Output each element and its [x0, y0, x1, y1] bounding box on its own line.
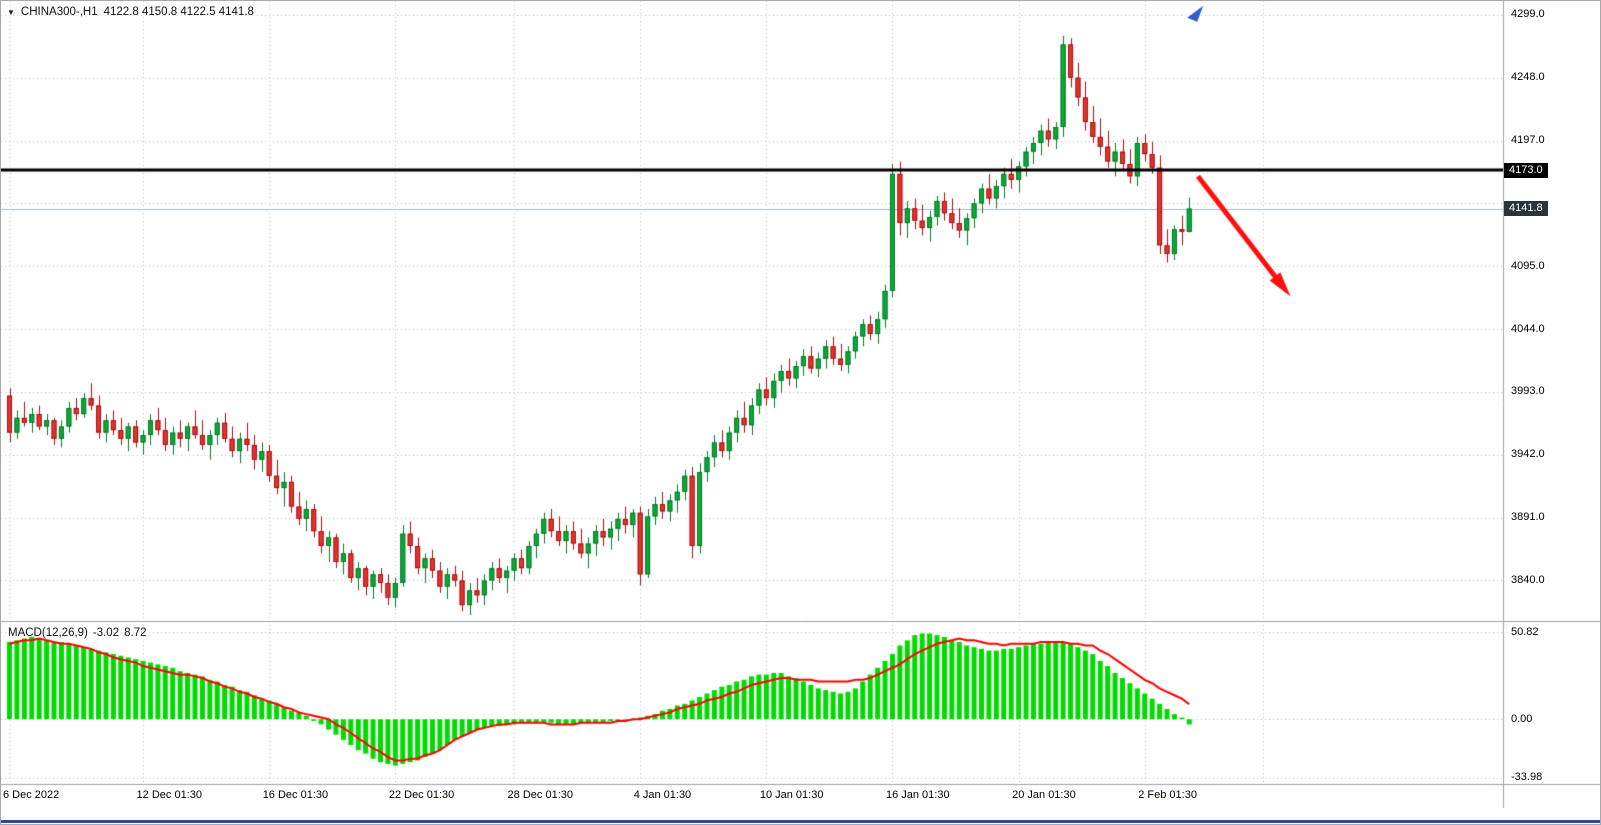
- time-axis-label: 16 Jan 01:30: [885, 789, 950, 801]
- price-axis-label: 3891.0: [1511, 511, 1545, 524]
- level-price-badge: 4173.0: [1504, 162, 1548, 178]
- time-axis-label: 4 Jan 01:30: [633, 789, 692, 801]
- price-axis-label: 3993.0: [1511, 385, 1545, 398]
- current-price-badge: 4141.8: [1504, 201, 1548, 217]
- symbol-timeframe-label: CHINA300-,H1: [20, 6, 98, 18]
- time-axis-label: 16 Dec 01:30: [262, 789, 329, 801]
- ohlc-readout: 4122.8 4150.8 4122.5 4141.8: [103, 6, 254, 18]
- window-bottom-border: [1, 820, 1600, 823]
- price-axis-label: 3840.0: [1511, 573, 1545, 586]
- price-axis-label: 4197.0: [1511, 134, 1545, 147]
- time-axis-label: 2 Feb 01:30: [1138, 789, 1197, 801]
- time-axis[interactable]: 6 Dec 2022 12 Dec 01:30 16 Dec 01:30 22 Dec…: [1, 788, 1501, 806]
- time-axis-label: 12 Dec 01:30: [136, 789, 202, 801]
- price-axis-label: 4044.0: [1511, 322, 1545, 335]
- time-axis-label: 22 Dec 01:30: [388, 789, 455, 801]
- price-axis-label: 4299.0: [1511, 8, 1545, 21]
- macd-value: -3.02: [92, 627, 120, 639]
- macd-signal-value: 8.72: [124, 627, 147, 639]
- time-axis-label: 20 Jan 01:30: [1012, 789, 1076, 801]
- macd-axis-label: 0.00: [1511, 712, 1533, 725]
- collapse-triangle-icon[interactable]: ▼: [7, 7, 15, 17]
- macd-axis-label: 50.82: [1511, 625, 1539, 638]
- macd-indicator-readout: MACD(12,26,9) -3.02 8.72: [8, 627, 147, 639]
- time-axis-label: 28 Dec 01:30: [507, 789, 573, 801]
- macd-indicator-label: MACD(12,26,9): [8, 627, 88, 639]
- price-axis-label: 3942.0: [1511, 448, 1545, 461]
- price-axis-label: 4248.0: [1511, 71, 1545, 84]
- macd-axis-label: -33.98: [1511, 771, 1543, 784]
- time-axis-label: 6 Dec 2022: [3, 789, 60, 801]
- symbol-readout: ▼ CHINA300-,H1 4122.8 4150.8 4122.5 4141…: [7, 6, 254, 18]
- time-axis-label: 10 Jan 01:30: [759, 789, 824, 801]
- price-axis[interactable]: 4299.0 4248.0 4197.0 4095.0 4044.0 3993.0 3942…: [1503, 1, 1600, 813]
- price-axis-label: 4095.0: [1511, 259, 1545, 272]
